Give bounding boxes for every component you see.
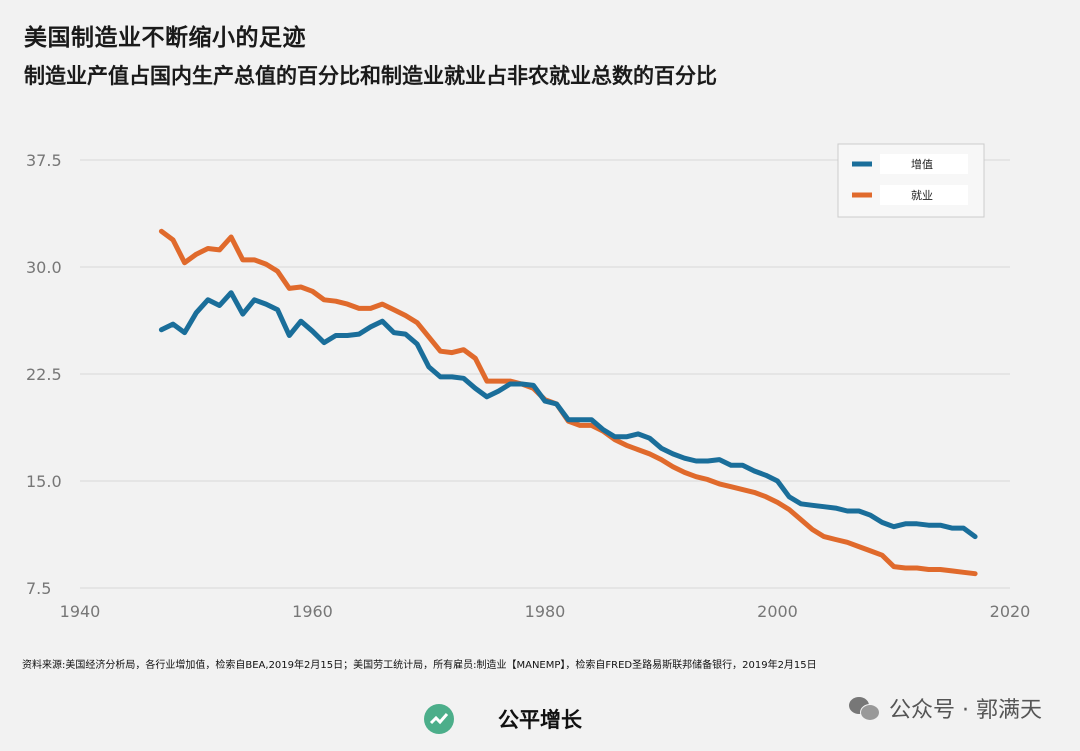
y-tick-label: 22.5 [26,365,62,384]
source-note: 资料来源:美国经济分析局，各行业增加值，检索自BEA,2019年2月15日；美国… [22,660,817,671]
x-tick-label: 1940 [60,602,101,621]
watermark: 公众号 · 郭满天 [849,692,1042,724]
legend-label: 增值 [911,157,933,171]
y-tick-label: 30.0 [26,258,62,277]
y-tick-label: 15.0 [26,472,62,491]
x-tick-label: 1980 [525,602,566,621]
wechat-icon [849,695,881,721]
watermark-text: 公众号 · 郭满天 [889,698,1042,723]
legend-label-bg [880,154,968,174]
brand-logo-icon [424,704,454,734]
chart-subtitle: 制造业产值占国内生产总值的百分比和制造业就业占非农就业总数的百分比 [24,64,717,88]
y-tick-label: 7.5 [26,579,51,598]
chart-title: 美国制造业不断缩小的足迹 [24,25,306,51]
x-tick-label: 1960 [292,602,333,621]
x-tick-label: 2020 [990,602,1031,621]
x-tick-label: 2000 [757,602,798,621]
footer-brand: 公平增长 [424,704,582,734]
chart-area: 37.5 30.0 22.5 15.0 7.5 1940 1960 1980 2000 2020 增… [26,143,1031,621]
series-line-employment [158,228,978,577]
brand-name: 公平增长 [498,708,582,732]
legend-label-bg [880,185,968,205]
legend-label: 就业 [911,188,933,202]
series-line-output [158,290,978,540]
y-tick-label: 37.5 [26,151,62,170]
